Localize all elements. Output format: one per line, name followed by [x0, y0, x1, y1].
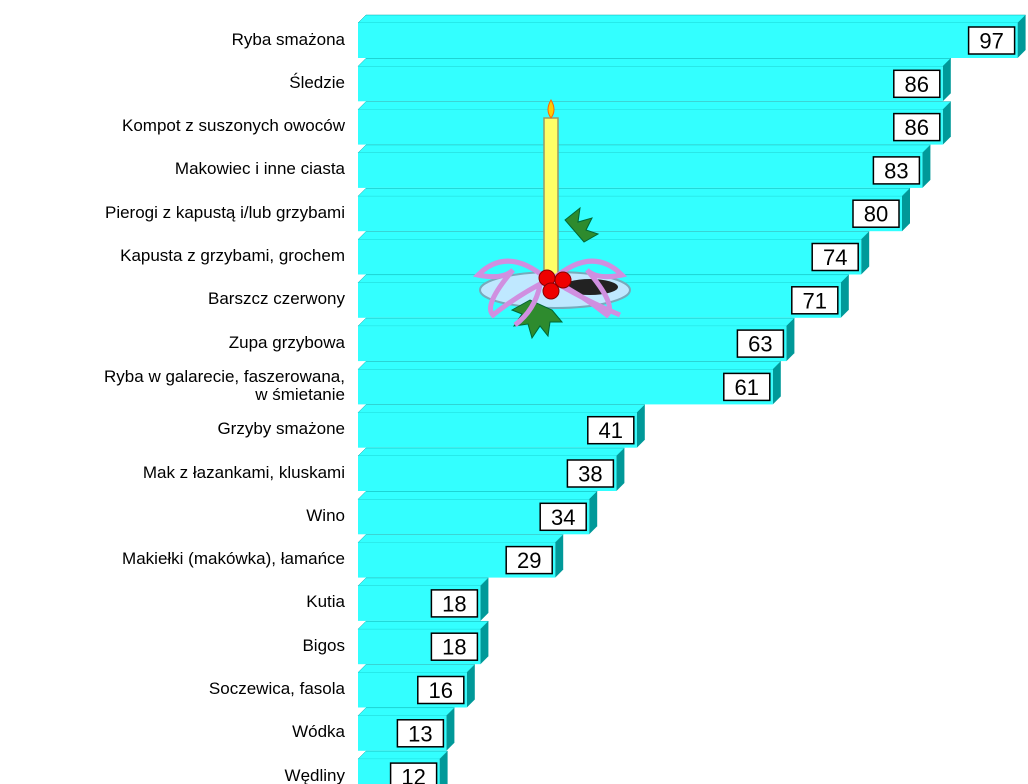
bar: [358, 110, 943, 145]
value-label: 13: [408, 721, 432, 746]
value-label: 83: [884, 158, 908, 183]
bar-top: [358, 361, 781, 369]
bar-top: [358, 708, 454, 716]
bar: [358, 240, 861, 275]
bar-group: 63: [358, 318, 794, 361]
value-label: 86: [905, 115, 929, 140]
bar-top: [358, 535, 563, 543]
bar: [358, 369, 773, 404]
bar-group: 61: [358, 361, 781, 404]
category-label: Makowiec i inne ciasta: [175, 160, 345, 178]
category-label: Mak z łazankami, kluskami: [143, 464, 345, 482]
value-label: 86: [905, 72, 929, 97]
bar-top: [358, 102, 951, 110]
category-label: Bigos: [302, 637, 345, 655]
value-label: 12: [401, 765, 425, 784]
bar-group: 41: [358, 405, 645, 448]
value-label: 41: [599, 418, 623, 443]
value-label: 34: [551, 505, 575, 530]
value-label: 80: [864, 202, 888, 227]
category-label: Pierogi z kapustą i/lub grzybami: [105, 204, 345, 222]
bar-top: [358, 188, 910, 196]
value-label: 16: [429, 678, 453, 703]
category-label: Wódka: [292, 723, 345, 741]
bar: [358, 23, 1018, 58]
value-label: 74: [823, 245, 847, 270]
bar-top: [358, 232, 869, 240]
category-label: Zupa grzybowa: [229, 334, 345, 352]
page: 97 86 86 83 80 74 71 63 61 41 3834 29 18 18 16 13 12 Ryb…: [0, 0, 1028, 784]
bar-group: 38: [358, 448, 624, 491]
category-label: Kutia: [306, 593, 345, 611]
bar-top: [358, 58, 951, 66]
category-label: Śledzie: [289, 74, 345, 92]
category-label: Barszcz czerwony: [208, 290, 345, 308]
value-label: 97: [979, 29, 1003, 54]
category-label: Kapusta z grzybami, grochem: [120, 247, 345, 265]
value-label: 61: [735, 375, 759, 400]
category-label: Makiełki (makówka), łamańce: [122, 550, 345, 568]
category-label: Kompot z suszonych owoców: [122, 117, 345, 135]
bar-top: [358, 751, 448, 759]
bar-top: [358, 15, 1026, 23]
bar-group: 86: [358, 102, 951, 145]
bar-group: 18: [358, 621, 488, 664]
value-label: 38: [578, 462, 602, 487]
bar-top: [358, 491, 597, 499]
value-label: 18: [442, 635, 466, 660]
bar: [358, 153, 922, 188]
value-label: 18: [442, 591, 466, 616]
bar-top: [358, 578, 488, 586]
bar-group: 97: [358, 15, 1026, 58]
bar-group: 29: [358, 535, 563, 578]
bar: [358, 326, 786, 361]
value-label: 63: [748, 332, 772, 357]
category-label: Grzyby smażone: [217, 420, 345, 438]
category-label: Ryba smażona: [232, 31, 345, 49]
bar: [358, 66, 943, 101]
bar-group: 34: [358, 491, 597, 534]
bar: [358, 196, 902, 231]
value-label: 71: [803, 288, 827, 313]
bar-group: 83: [358, 145, 930, 188]
bar-group: 12: [358, 751, 448, 784]
bar-group: 86: [358, 58, 951, 101]
bar-group: 18: [358, 578, 488, 621]
bar-group: 16: [358, 665, 475, 708]
bar-group: 80: [358, 188, 910, 231]
bar-top: [358, 448, 624, 456]
bar-group: 13: [358, 708, 454, 751]
bar-top: [358, 621, 488, 629]
category-label: Ryba w galarecie, faszerowana, w śmietan…: [104, 368, 345, 404]
category-label: Wędliny: [285, 767, 345, 784]
value-label: 29: [517, 548, 541, 573]
bar-top: [358, 318, 794, 326]
category-label: Wino: [306, 507, 345, 525]
bar-top: [358, 665, 475, 673]
bar-top: [358, 405, 645, 413]
bar-top: [358, 145, 930, 153]
category-label: Soczewica, fasola: [209, 680, 345, 698]
